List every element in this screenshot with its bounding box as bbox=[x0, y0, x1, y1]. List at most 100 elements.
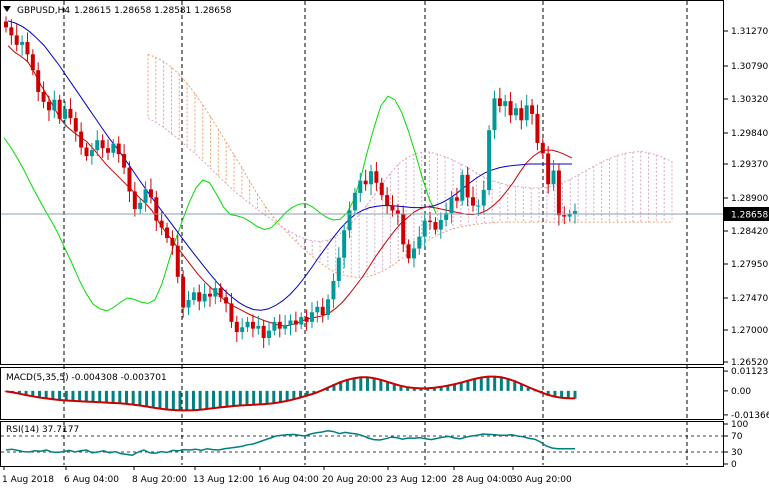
candle-body-20 bbox=[111, 144, 115, 153]
candle-body-84 bbox=[455, 197, 459, 200]
candle-body-90 bbox=[487, 130, 491, 190]
vertical-grid bbox=[64, 1, 687, 465]
candle-body-99 bbox=[535, 114, 539, 143]
candle-body-45 bbox=[246, 322, 250, 327]
time-tick-label-4: 16 Aug 04:00 bbox=[258, 475, 319, 485]
macd-bar-20 bbox=[138, 391, 141, 406]
macd-bar-22 bbox=[152, 391, 155, 408]
candle-body-0 bbox=[4, 22, 8, 28]
macd-bar-54 bbox=[366, 377, 369, 391]
candle-body-42 bbox=[229, 303, 233, 321]
candle-body-65 bbox=[353, 193, 357, 210]
candle-body-4 bbox=[25, 42, 29, 54]
macd-bar-72 bbox=[486, 376, 489, 391]
macd-bar-29 bbox=[199, 391, 202, 410]
macd-bar-36 bbox=[245, 391, 248, 405]
candle-body-5 bbox=[31, 54, 35, 70]
candle-body-41 bbox=[224, 297, 228, 303]
macd-bar-58 bbox=[393, 385, 396, 391]
macd-bar-60 bbox=[406, 388, 409, 391]
candle-body-56 bbox=[305, 317, 309, 322]
price-tick-label-8: 1.27470 bbox=[731, 294, 768, 304]
candle-body-85 bbox=[460, 175, 464, 201]
candle-body-86 bbox=[466, 175, 470, 197]
candle-body-37 bbox=[203, 294, 207, 302]
macd-bar-70 bbox=[473, 378, 476, 390]
candle-body-28 bbox=[154, 197, 158, 220]
price-tick-label-4: 1.29370 bbox=[731, 160, 768, 170]
candle-body-87 bbox=[471, 197, 475, 205]
candle-body-19 bbox=[106, 148, 110, 153]
candle-body-23 bbox=[127, 168, 131, 192]
macd-bar-53 bbox=[359, 377, 362, 391]
candle-body-46 bbox=[251, 322, 255, 329]
macd-tick-label-0: 0.011237 bbox=[731, 367, 769, 377]
candle-body-25 bbox=[138, 203, 142, 209]
triangle-down-icon[interactable] bbox=[3, 6, 11, 12]
candle-body-8 bbox=[47, 102, 51, 111]
candle-body-52 bbox=[283, 325, 287, 328]
macd-bar-76 bbox=[513, 382, 516, 391]
macd-bar-16 bbox=[112, 391, 115, 403]
candle-body-91 bbox=[492, 98, 496, 130]
candle-body-78 bbox=[423, 221, 427, 237]
chart-symbol: GBPUSD,H4 bbox=[17, 6, 70, 16]
candle-body-81 bbox=[439, 220, 443, 230]
candle-body-36 bbox=[197, 292, 201, 301]
current-price-text: 1.28658 bbox=[731, 211, 768, 221]
candles[interactable] bbox=[4, 16, 577, 348]
candle-body-93 bbox=[503, 101, 507, 106]
candle-body-68 bbox=[369, 171, 373, 184]
macd-bar-35 bbox=[239, 391, 242, 406]
price-tick-label-5: 1.28900 bbox=[731, 194, 768, 204]
ichimoku-cloud bbox=[148, 54, 672, 277]
macd-bar-12 bbox=[85, 391, 88, 402]
candle-body-61 bbox=[331, 281, 335, 299]
candle-body-104 bbox=[562, 215, 566, 216]
candle-body-43 bbox=[235, 322, 239, 332]
candle-body-11 bbox=[63, 109, 67, 119]
price-tick-label-7: 1.27950 bbox=[731, 260, 768, 270]
candle-body-103 bbox=[557, 171, 561, 216]
candle-body-17 bbox=[95, 140, 99, 150]
macd-bar-26 bbox=[179, 391, 182, 411]
candle-body-31 bbox=[170, 238, 174, 246]
candle-body-69 bbox=[374, 171, 378, 183]
macd-bar-24 bbox=[165, 391, 168, 410]
candle-body-49 bbox=[267, 331, 271, 338]
time-tick-label-0: 1 Aug 2018 bbox=[2, 475, 54, 485]
macd-bar-33 bbox=[225, 391, 228, 407]
candle-body-50 bbox=[272, 322, 276, 331]
candle-body-6 bbox=[36, 70, 40, 92]
time-tick-label-7: 28 Aug 04:00 bbox=[452, 475, 513, 485]
candle-body-80 bbox=[433, 222, 437, 230]
candle-body-2 bbox=[15, 35, 19, 44]
time-tick-label-5: 20 Aug 20:00 bbox=[322, 475, 383, 485]
macd-bar-56 bbox=[379, 380, 382, 391]
macd-bar-30 bbox=[205, 391, 208, 409]
candle-body-13 bbox=[74, 118, 78, 131]
macd-bar-17 bbox=[118, 391, 121, 404]
price-tick-label-0: 1.31270 bbox=[731, 27, 768, 37]
macd-bar-55 bbox=[373, 378, 376, 390]
macd-bar-41 bbox=[279, 391, 282, 402]
candle-body-74 bbox=[401, 215, 405, 245]
macd-bar-39 bbox=[266, 391, 269, 404]
candle-body-40 bbox=[219, 288, 223, 297]
candle-body-47 bbox=[256, 326, 260, 329]
macd-bar-21 bbox=[145, 391, 148, 407]
candle-body-88 bbox=[476, 206, 480, 207]
candle-body-96 bbox=[519, 108, 523, 120]
candle-body-35 bbox=[192, 292, 196, 300]
candle-body-94 bbox=[509, 101, 513, 115]
macd-bar-28 bbox=[192, 391, 195, 411]
macd-bar-18 bbox=[125, 391, 128, 404]
candle-body-29 bbox=[160, 221, 164, 228]
macd-bar-10 bbox=[71, 391, 74, 401]
candle-body-38 bbox=[208, 294, 212, 297]
candle-body-60 bbox=[326, 299, 330, 315]
macd-bar-73 bbox=[493, 376, 496, 390]
